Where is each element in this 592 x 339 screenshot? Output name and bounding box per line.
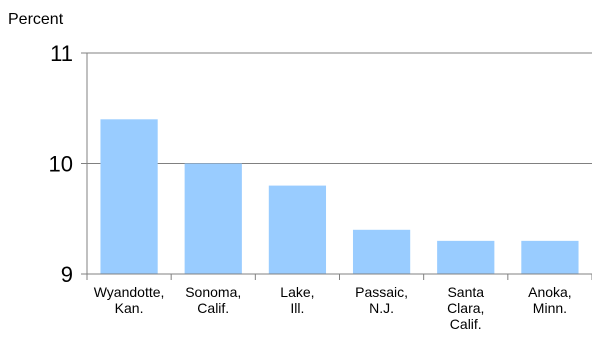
gridlines <box>87 52 592 164</box>
bar-2 <box>268 185 327 274</box>
y-tick-labels: 9 10 11 <box>49 41 73 287</box>
bar-0 <box>100 119 158 274</box>
x-category-label-4: Santa Clara, Calif. <box>447 284 484 332</box>
x-category-label-1: Sonoma, Calif. <box>185 284 241 316</box>
x-category-label-2: Lake, Ill. <box>280 284 314 316</box>
x-category-label-0: Wyandotte, Kan. <box>94 284 165 316</box>
y-unit-label: Percent <box>8 11 64 28</box>
bar-5 <box>521 240 579 274</box>
bar-4 <box>437 240 495 274</box>
y-tick-label-10: 10 <box>49 152 73 177</box>
x-category-label-5: Anoka, Minn. <box>528 284 572 316</box>
bar-3 <box>352 229 411 274</box>
y-tick-label-9: 9 <box>61 262 73 287</box>
y-tick-label-11: 11 <box>50 41 73 66</box>
x-category-label-3: Passaic, N.J. <box>355 284 408 316</box>
x-category-labels: Wyandotte, Kan. Sonoma, Calif. Lake, Ill. Pass… <box>94 284 572 332</box>
axes <box>81 52 592 280</box>
bars <box>100 119 579 274</box>
bar-1 <box>184 163 242 274</box>
